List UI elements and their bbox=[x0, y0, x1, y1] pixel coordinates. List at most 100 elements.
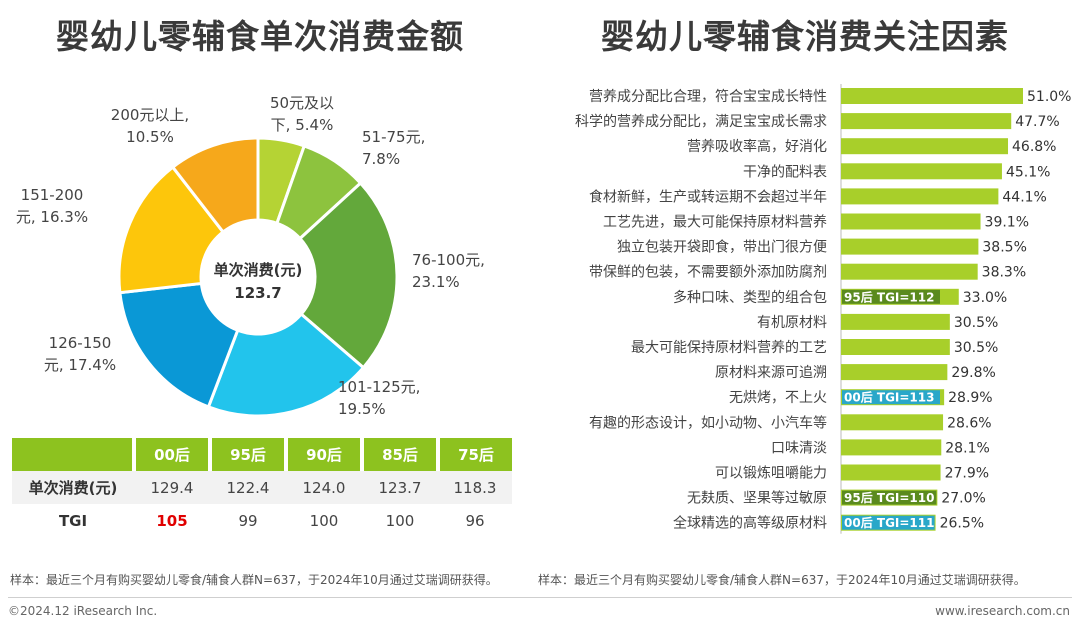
bar-category-label: 食材新鲜，生产或转运期不会超过半年 bbox=[589, 188, 827, 205]
bar-value-label: 51.0% bbox=[1027, 89, 1071, 105]
bar-value-label: 28.9% bbox=[948, 390, 992, 406]
bar-category-label: 有趣的形态设计，如小动物、小汽车等 bbox=[589, 414, 827, 431]
bar bbox=[841, 339, 950, 355]
table-col-header: 75后 bbox=[436, 438, 512, 471]
bar bbox=[841, 238, 979, 255]
bar-category-label: 可以锻炼咀嚼能力 bbox=[715, 466, 827, 482]
footnote-right: 样本：最近三个月有购买婴幼儿零食/辅食人群N=637，于2024年10月通过艾瑞… bbox=[538, 573, 1026, 587]
table-row-header: 单次消费(元) bbox=[12, 471, 134, 504]
bar-value-label: 27.0% bbox=[941, 491, 985, 507]
bar-category-label: 营养吸收率高，好消化 bbox=[687, 138, 827, 155]
table-row-tgi: TGI 105 99 100 100 96 bbox=[12, 504, 512, 537]
table-cell: 100 bbox=[286, 504, 362, 537]
bar-value-label: 29.8% bbox=[951, 365, 995, 381]
bar-category-label: 有机原材料 bbox=[757, 315, 827, 331]
table-col-header: 90后 bbox=[284, 438, 362, 471]
bar bbox=[841, 364, 948, 381]
bar-value-label: 39.1% bbox=[985, 215, 1029, 231]
footer-divider bbox=[8, 597, 1072, 598]
slice-label: 101-125元, 19.5% bbox=[338, 378, 420, 418]
table-cell: 118.3 bbox=[438, 471, 512, 504]
table-cell: 99 bbox=[210, 504, 286, 537]
slice-label: 126-150 元, 17.4% bbox=[44, 334, 116, 374]
bar bbox=[841, 263, 978, 280]
donut-slice bbox=[297, 181, 399, 370]
table-header-row: 00后 95后 90后 85后 75后 bbox=[12, 438, 512, 471]
tgi-tag-bg bbox=[842, 289, 940, 304]
left-chart-title: 婴幼儿零辅食单次消费金额 bbox=[56, 17, 464, 56]
bar bbox=[841, 138, 1009, 155]
table-col-header: 00后 bbox=[132, 438, 210, 471]
table-cell: 129.4 bbox=[134, 471, 210, 504]
table-cell: 122.4 bbox=[210, 471, 286, 504]
bar-category-label: 营养成分配比合理，符合宝宝成长特性 bbox=[589, 89, 827, 105]
tgi-tag: 95后 TGI=110 bbox=[844, 490, 934, 505]
table-col-header: 95后 bbox=[208, 438, 286, 471]
tgi-tag-bg bbox=[842, 515, 935, 530]
bar bbox=[841, 113, 1012, 130]
footnote-left: 样本：最近三个月有购买婴幼儿零食/辅食人群N=637，于2024年10月通过艾瑞… bbox=[10, 573, 498, 587]
bar bbox=[841, 163, 1002, 180]
bar bbox=[841, 188, 999, 205]
bar-value-label: 30.5% bbox=[954, 340, 998, 356]
bar-value-label: 44.1% bbox=[1002, 189, 1046, 205]
bar-category-label: 工艺先进，最大可能保持原材料营养 bbox=[603, 215, 827, 231]
bar-value-label: 38.5% bbox=[982, 240, 1026, 256]
donut-center-label: 单次消费(元) bbox=[214, 261, 303, 279]
bar-value-label: 46.8% bbox=[1012, 139, 1056, 155]
table-corner-cell bbox=[12, 438, 134, 471]
table-cell: 96 bbox=[438, 504, 512, 537]
donut-center-value: 123.7 bbox=[234, 284, 281, 302]
bar-category-label: 独立包装开袋即食，带出门很方便 bbox=[617, 239, 827, 256]
bar bbox=[841, 464, 941, 481]
slice-label: 200元以上, 10.5% bbox=[111, 106, 189, 146]
bar-value-label: 33.0% bbox=[963, 290, 1007, 306]
website: www.iresearch.com.cn bbox=[935, 604, 1070, 618]
bar-category-label: 多种口味、类型的组合包 bbox=[673, 289, 827, 306]
tgi-tag: 95后 TGI=112 bbox=[844, 289, 934, 304]
bar-category-label: 无麸质、坚果等过敏原 bbox=[687, 490, 827, 507]
tgi-table: 00后 95后 90后 85后 75后 单次消费(元) 129.4 122.4 … bbox=[12, 438, 512, 537]
bar-category-label: 带保鲜的包装，不需要额外添加防腐剂 bbox=[589, 264, 827, 281]
bar bbox=[841, 439, 942, 456]
tgi-tag: 00后 TGI=111 bbox=[844, 515, 934, 530]
bar-category-label: 科学的营养成分配比，满足宝宝成长需求 bbox=[575, 114, 827, 130]
tgi-tag: 00后 TGI=113 bbox=[844, 390, 934, 405]
bar bbox=[841, 88, 1023, 104]
bar bbox=[841, 313, 950, 330]
copyright: ©2024.12 iResearch Inc. bbox=[8, 604, 158, 618]
bar-value-label: 28.1% bbox=[945, 440, 989, 456]
donut-slice bbox=[118, 281, 240, 409]
bar-category-label: 原材料来源可追溯 bbox=[715, 365, 827, 381]
table-row-header: TGI bbox=[12, 504, 134, 537]
table-cell: 100 bbox=[362, 504, 438, 537]
table-col-header: 85后 bbox=[360, 438, 438, 471]
bar-value-label: 45.1% bbox=[1006, 164, 1050, 180]
bar-value-label: 26.5% bbox=[940, 516, 984, 532]
bar-category-label: 口味清淡 bbox=[771, 440, 827, 456]
bar-value-label: 28.6% bbox=[947, 415, 991, 431]
bar bbox=[841, 414, 944, 431]
bar-category-label: 无烘烤，不上火 bbox=[729, 390, 827, 406]
bar-value-label: 30.5% bbox=[954, 315, 998, 331]
bar-category-label: 全球精选的高等级原材料 bbox=[673, 515, 827, 532]
bar-value-label: 38.3% bbox=[982, 265, 1026, 281]
bar bbox=[841, 213, 981, 230]
table-row-spend: 单次消费(元) 129.4 122.4 124.0 123.7 118.3 bbox=[12, 471, 512, 504]
tgi-tag-bg bbox=[842, 390, 940, 405]
donut-slice bbox=[170, 136, 260, 235]
bar-chart: 营养成分配比合理，符合宝宝成长特性 51.0% 科学的营养成分配比，满足宝宝成长需求… bbox=[575, 84, 1071, 534]
bar-category-label: 最大可能保持原材料营养的工艺 bbox=[631, 340, 827, 356]
slice-label: 50元及以下, 5.4% bbox=[270, 94, 334, 134]
slice-label: 151-200 元, 16.3% bbox=[16, 186, 88, 226]
slice-label: 51-75元, 7.8% bbox=[362, 128, 425, 168]
bar-value-label: 27.9% bbox=[945, 466, 989, 482]
tgi-tag-bg bbox=[842, 490, 937, 505]
table-cell-highlight: 105 bbox=[134, 504, 210, 537]
donut-chart: 50元及以下, 5.4% 51-75元, 7.8% 76-100元, 23.1% 101-… bbox=[16, 94, 485, 418]
table-cell: 124.0 bbox=[286, 471, 362, 504]
bar-value-label: 47.7% bbox=[1015, 114, 1059, 130]
table-cell: 123.7 bbox=[362, 471, 438, 504]
slice-label: 76-100元, 23.1% bbox=[412, 251, 485, 291]
donut-slice bbox=[206, 312, 366, 418]
